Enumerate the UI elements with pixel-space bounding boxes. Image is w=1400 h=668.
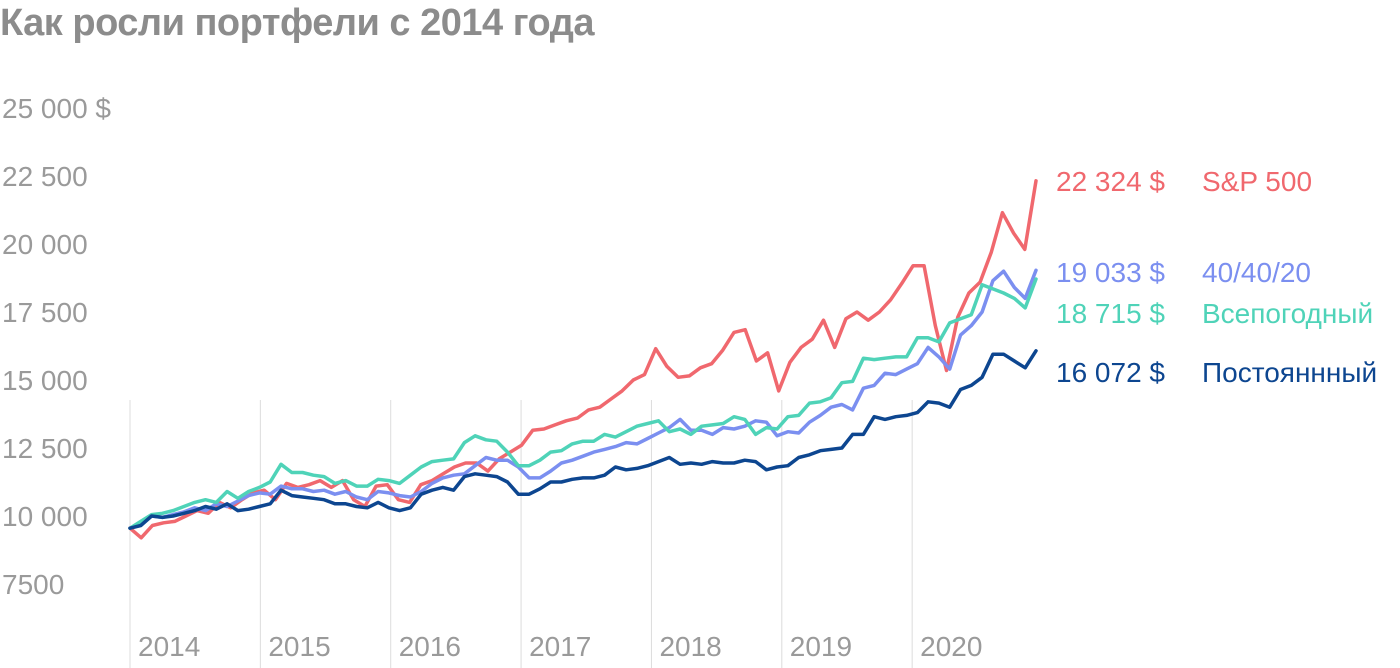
- x-tick-label: 2017: [529, 631, 591, 662]
- end-labels: 22 324 $ S&P 500 19 033 $ 40/40/20 18 715 $ В…: [1056, 166, 1377, 388]
- end-value-label: 22 324 $: [1056, 166, 1165, 197]
- series-name-label: Постояннный: [1202, 357, 1377, 388]
- x-tick-label: 2019: [790, 631, 852, 662]
- series-name-label: Всепогодный: [1202, 298, 1373, 329]
- x-tick-label: 2018: [659, 631, 721, 662]
- y-tick-label: 12 500: [2, 433, 88, 464]
- series-line-3: [128, 349, 1038, 530]
- x-tick-label: 2014: [138, 631, 200, 662]
- x-tick-label: 2015: [268, 631, 330, 662]
- x-tick-label: 2016: [399, 631, 461, 662]
- end-value-label: 18 715 $: [1056, 298, 1165, 329]
- series-name-label: S&P 500: [1202, 166, 1312, 197]
- y-tick-label: 17 500: [2, 297, 88, 328]
- series-name-label: 40/40/20: [1202, 257, 1311, 288]
- series-lines: [128, 179, 1038, 540]
- x-tick-label: 2020: [920, 631, 982, 662]
- y-tick-label: 15 000: [2, 365, 88, 396]
- y-tick-label: 10 000: [2, 501, 88, 532]
- chart-title: Как росли портфели с 2014 года: [0, 2, 594, 44]
- y-tick-label: 7500: [2, 569, 64, 600]
- series-line-2: [128, 277, 1038, 530]
- y-tick-label: 20 000: [2, 229, 88, 260]
- y-axis: 7500 10 000 12 500 15 000 17 500 20 000 22 500…: [2, 93, 111, 600]
- gridlines: [129, 400, 913, 668]
- y-tick-label: 25 000 $: [2, 93, 111, 124]
- x-axis: 2014 2015 2016 2017 2018 2019 2020: [138, 631, 982, 662]
- end-value-label: 19 033 $: [1056, 257, 1165, 288]
- series-line-1: [128, 268, 1038, 530]
- y-tick-label: 22 500: [2, 161, 88, 192]
- end-value-label: 16 072 $: [1056, 357, 1165, 388]
